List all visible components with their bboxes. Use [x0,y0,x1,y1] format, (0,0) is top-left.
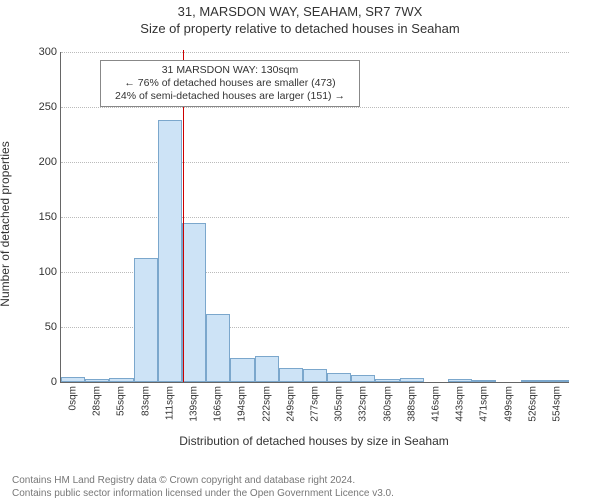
marker-annotation: 31 MARSDON WAY: 130sqm ← 76% of detached… [100,60,360,107]
footer-attribution: Contains HM Land Registry data © Crown c… [12,474,394,500]
histogram-bar [134,258,158,382]
x-tick-label: 55sqm [116,386,127,416]
histogram-bar [472,380,496,382]
histogram-bar [279,368,303,382]
x-tick-label: 443sqm [455,386,466,422]
annotation-line3: 24% of semi-detached houses are larger (… [107,90,353,103]
histogram-bar [303,369,327,382]
histogram-bar [61,377,85,383]
histogram-bar [85,379,109,382]
histogram-bar [375,379,399,382]
x-tick-label: 332sqm [358,386,369,422]
annotation-line2: ← 76% of detached houses are smaller (47… [107,77,353,90]
y-tick-label: 0 [27,376,57,388]
x-tick-label: 83sqm [140,386,151,416]
x-tick-label: 0sqm [68,386,79,410]
y-tick-label: 100 [27,266,57,278]
histogram-bar [158,120,182,382]
footer-line2: Contains public sector information licen… [12,487,394,500]
x-tick-label: 360sqm [382,386,393,422]
x-tick-label: 554sqm [551,386,562,422]
address-title: 31, MARSDON WAY, SEAHAM, SR7 7WX [0,4,600,19]
x-tick-label: 526sqm [527,386,538,422]
histogram-bar [109,378,133,382]
x-tick-label: 111sqm [164,386,175,420]
x-tick-label: 416sqm [430,386,441,422]
y-tick-label: 50 [27,321,57,333]
x-tick-label: 388sqm [406,386,417,422]
x-tick-label: 471sqm [479,386,490,422]
histogram-bar [545,380,569,382]
x-tick-label: 305sqm [334,386,345,422]
x-tick-label: 222sqm [261,386,272,422]
histogram-bar [521,380,545,382]
footer-line1: Contains HM Land Registry data © Crown c… [12,474,394,487]
histogram-bar [255,356,279,382]
histogram-bar [230,358,254,382]
chart-subtitle: Size of property relative to detached ho… [0,21,600,36]
x-tick-label: 166sqm [213,386,224,422]
gridline [61,162,569,163]
x-tick-label: 28sqm [92,386,103,416]
x-axis-label: Distribution of detached houses by size … [60,434,568,448]
x-tick-label: 194sqm [237,386,248,422]
y-tick-label: 150 [27,211,57,223]
gridline [61,217,569,218]
histogram-bar [351,375,375,382]
annotation-line1: 31 MARSDON WAY: 130sqm [107,64,353,77]
gridline [61,52,569,53]
x-tick-label: 249sqm [285,386,296,422]
histogram-bar [206,314,230,382]
y-tick-label: 250 [27,101,57,113]
y-axis-label: Number of detached properties [0,124,12,324]
histogram-bar [400,378,424,382]
x-tick-label: 277sqm [310,386,321,422]
x-tick-label: 139sqm [189,386,200,422]
histogram-bar [182,223,206,383]
y-tick-label: 200 [27,156,57,168]
x-tick-label: 499sqm [503,386,514,422]
y-tick-label: 300 [27,46,57,58]
histogram-bar [448,379,472,382]
histogram-bar [327,373,351,382]
